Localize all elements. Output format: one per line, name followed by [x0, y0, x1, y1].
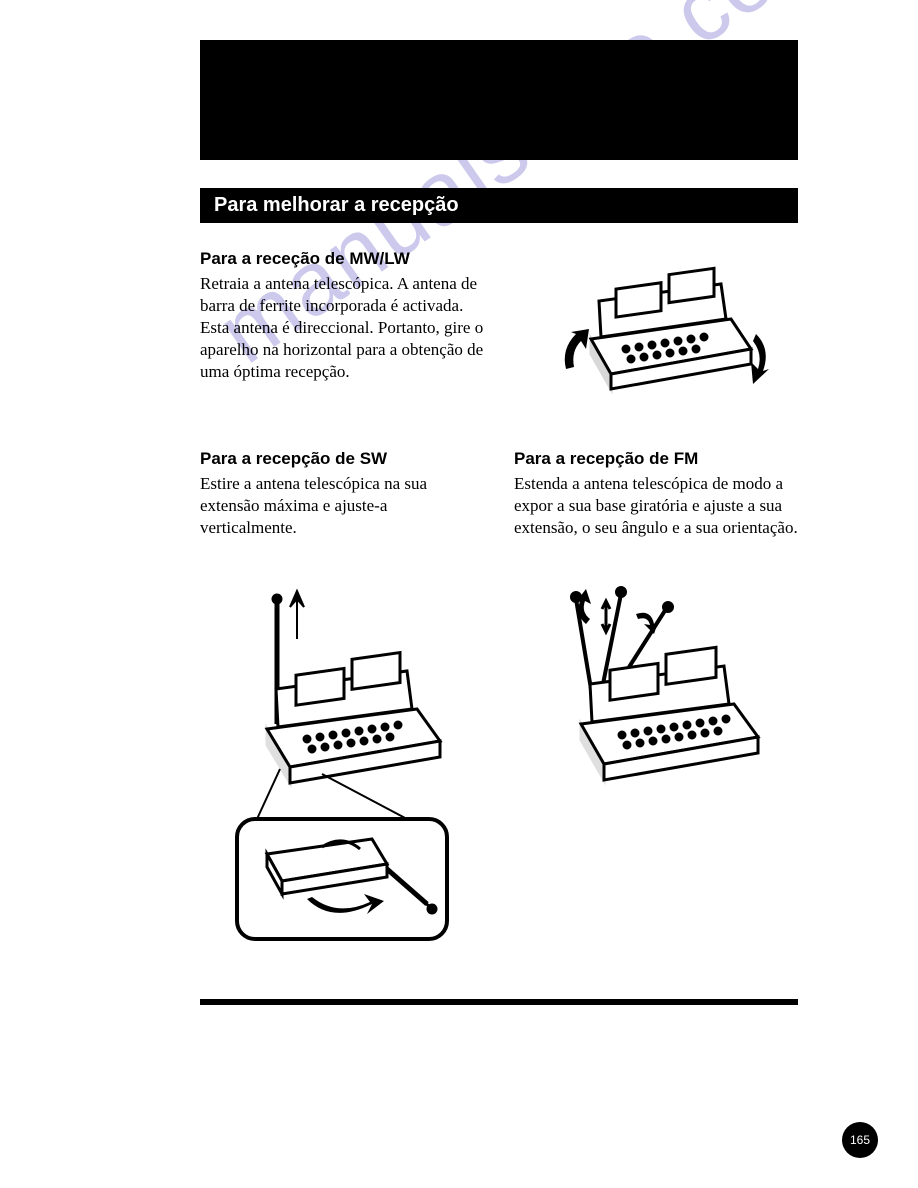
section-title: Para melhorar a recepção: [200, 188, 798, 223]
row-illustrations: [200, 569, 798, 949]
device-angle-antenna-icon: [526, 569, 786, 809]
fm-body: Estenda a antena telescópica de modo a e…: [514, 473, 798, 539]
mw-lw-body: Retraia a antena telescópica. A antena d…: [200, 273, 484, 383]
fm-heading: Para a recepção de FM: [514, 449, 798, 469]
device-vertical-antenna-icon: [212, 569, 472, 949]
bottom-rule: [200, 999, 798, 1005]
fm-illustration: [514, 569, 798, 809]
sw-heading: Para a recepção de SW: [200, 449, 484, 469]
device-rotate-icon: [531, 249, 781, 419]
mw-lw-heading: Para a receção de MW/LW: [200, 249, 484, 269]
fm-text-block: Para a recepção de FM Estenda a antena t…: [514, 449, 798, 539]
row-mw-lw: Para a receção de MW/LW Retraia a antena…: [200, 249, 798, 419]
page-number: 165: [842, 1122, 878, 1158]
mw-lw-illustration: [514, 249, 798, 419]
top-black-header: [200, 40, 798, 160]
sw-text-block: Para a recepção de SW Estire a antena te…: [200, 449, 484, 539]
page-content: Para melhorar a recepção Para a receção …: [0, 0, 918, 1065]
sw-illustration: [200, 569, 484, 949]
sw-body: Estire a antena telescópica na sua exten…: [200, 473, 484, 539]
row-sw-fm-text: Para a recepção de SW Estire a antena te…: [200, 449, 798, 539]
mw-lw-text-block: Para a receção de MW/LW Retraia a antena…: [200, 249, 484, 419]
